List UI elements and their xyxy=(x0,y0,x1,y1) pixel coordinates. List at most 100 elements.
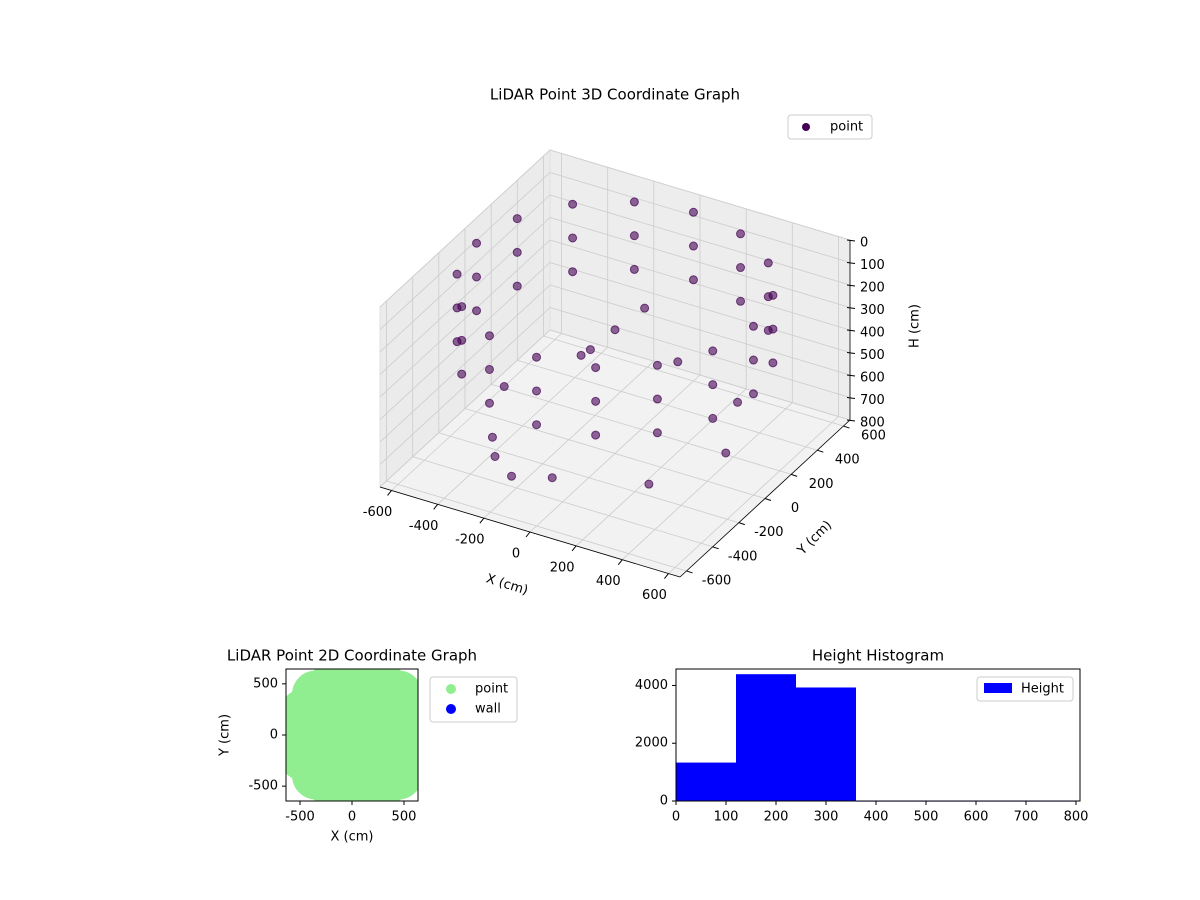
point xyxy=(763,258,773,268)
legend-box xyxy=(787,114,873,140)
point xyxy=(763,292,773,302)
z-tick-label: 100 xyxy=(860,258,885,273)
point xyxy=(748,389,758,399)
x-tick-label: 600 xyxy=(642,588,667,603)
point xyxy=(610,325,620,335)
y-tick-label: -600 xyxy=(702,573,732,588)
point xyxy=(490,452,500,461)
grid-line xyxy=(379,149,551,308)
axes-frame xyxy=(675,668,1081,802)
legend-label: wall xyxy=(475,702,501,717)
point xyxy=(484,398,494,408)
z-tick-label: 200 xyxy=(860,281,885,296)
grid-line xyxy=(549,172,851,263)
chart-title: Height Histogram xyxy=(812,647,944,665)
point xyxy=(748,321,758,331)
y-tick xyxy=(686,570,693,574)
point xyxy=(457,369,467,379)
point xyxy=(532,352,542,362)
grid-line xyxy=(517,359,818,451)
grid-line xyxy=(379,307,551,465)
grid-line xyxy=(549,239,851,331)
point xyxy=(452,303,462,313)
y-tick-label: -500 xyxy=(248,779,278,794)
point xyxy=(673,357,683,367)
point xyxy=(512,247,522,257)
y-tick-label: 0 xyxy=(660,794,668,809)
point xyxy=(708,380,718,390)
point xyxy=(512,281,522,291)
grid-line xyxy=(549,149,851,241)
z-tick xyxy=(846,239,856,242)
grid-line xyxy=(438,432,739,524)
point xyxy=(768,358,778,368)
y-tick xyxy=(764,498,772,501)
z-tick-label: 700 xyxy=(860,393,885,408)
point xyxy=(386,732,418,781)
x-tick-label: -500 xyxy=(285,810,315,825)
x-tick-label: 700 xyxy=(1014,810,1039,825)
z-tick-label: 400 xyxy=(860,326,885,341)
grid-line xyxy=(379,172,551,330)
chart-title: LiDAR Point 2D Coordinate Graph xyxy=(227,647,477,665)
y-tick-label: -400 xyxy=(728,549,758,564)
point xyxy=(568,267,578,277)
grid-line xyxy=(379,284,551,443)
y-tick xyxy=(790,473,798,477)
grid-line xyxy=(379,217,551,375)
grid-line xyxy=(379,239,551,398)
grid-line xyxy=(379,194,551,353)
x-tick-label: 300 xyxy=(814,810,839,825)
grid-line xyxy=(491,383,792,475)
x-axis-label: X (cm) xyxy=(331,830,374,845)
point xyxy=(452,337,462,347)
point xyxy=(472,306,482,316)
point xyxy=(472,272,482,282)
x-tick xyxy=(664,573,669,579)
legend-marker xyxy=(446,704,456,714)
point xyxy=(472,238,482,248)
grid-line xyxy=(549,194,851,286)
bar xyxy=(676,762,736,801)
y-tick-label: 2000 xyxy=(635,736,668,751)
legend-marker xyxy=(802,123,810,131)
y-tick-label: 600 xyxy=(861,429,886,444)
point xyxy=(484,364,494,374)
y-tick-label: 200 xyxy=(809,477,834,492)
point xyxy=(576,350,586,360)
x-tick-label: 100 xyxy=(714,810,739,825)
z-tick xyxy=(846,284,856,287)
point xyxy=(688,207,698,217)
x-tick xyxy=(525,531,531,538)
point xyxy=(708,346,718,356)
grid-line xyxy=(549,284,851,376)
y-tick-label: 400 xyxy=(835,453,860,468)
point xyxy=(487,432,497,442)
point xyxy=(585,345,595,355)
x-axis-line xyxy=(379,486,681,578)
point xyxy=(644,479,654,489)
y-tick-label: -200 xyxy=(754,525,784,540)
point xyxy=(629,197,639,207)
z-tick-label: 300 xyxy=(860,303,885,318)
legend-marker xyxy=(446,684,456,694)
z-tick-label: 800 xyxy=(860,416,885,431)
chart-title: LiDAR Point 3D Coordinate Graph xyxy=(490,86,740,104)
x-tick xyxy=(571,545,577,552)
grid-line xyxy=(549,262,851,353)
x-tick-label: 200 xyxy=(764,810,789,825)
bar xyxy=(736,674,796,801)
point xyxy=(652,394,662,404)
y-tick xyxy=(712,546,719,550)
legend-label: point xyxy=(830,120,863,135)
x-tick xyxy=(433,503,439,510)
point xyxy=(652,428,662,438)
point xyxy=(499,382,509,392)
z-tick xyxy=(846,397,856,399)
grid-line xyxy=(379,329,551,488)
grid-line xyxy=(549,217,851,308)
point xyxy=(532,420,542,430)
point xyxy=(568,199,578,209)
